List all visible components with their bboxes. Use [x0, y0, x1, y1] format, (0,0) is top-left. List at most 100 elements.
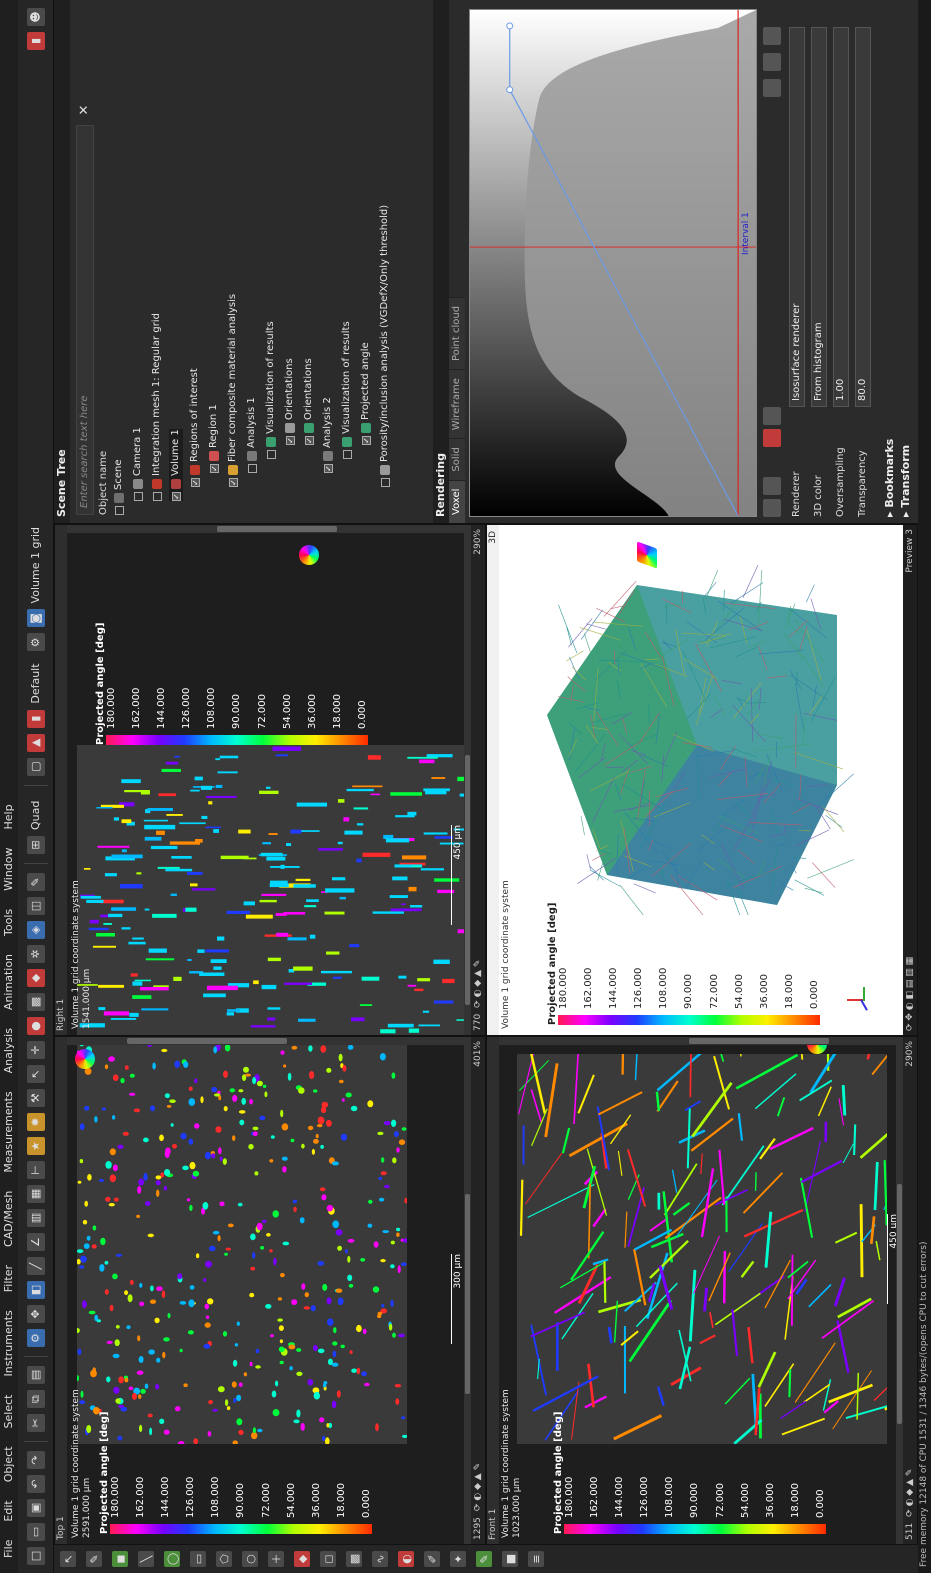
style-icon[interactable]: ▮	[26, 709, 45, 728]
magic-tool-icon[interactable]: ✦	[450, 1551, 466, 1567]
visibility-checkbox[interactable]: ✓	[209, 464, 219, 473]
tab-voxel[interactable]: Voxel	[449, 479, 465, 523]
tab-wireframe[interactable]: Wireframe	[449, 369, 465, 439]
style-label[interactable]: Default	[29, 663, 42, 704]
visibility-checkbox[interactable]	[152, 492, 162, 501]
tree-item[interactable]: ✓ Projected angle	[359, 342, 373, 445]
tree-item[interactable]: ✓ Analysis 2	[321, 397, 335, 473]
cut-icon[interactable]: ✂	[26, 1414, 45, 1432]
circle-tool-icon[interactable]: ○	[242, 1551, 258, 1567]
menu-animation[interactable]: Animation	[2, 953, 15, 1011]
tree-item[interactable]: ✓ Region 1	[207, 404, 221, 473]
zoom-level[interactable]: 290%	[905, 1041, 915, 1067]
poly-tool-icon[interactable]: ⬠	[216, 1551, 232, 1567]
pointer-icon[interactable]: ↖	[26, 1065, 45, 1083]
caliper-icon[interactable]: ⊢	[26, 1161, 45, 1179]
region-tool-icon[interactable]: ◼	[112, 1551, 128, 1567]
filter-icon[interactable]: ⚙	[26, 1329, 45, 1347]
visibility-checkbox[interactable]	[114, 506, 124, 515]
color-icon[interactable]: ◆	[26, 969, 45, 987]
menu-tools[interactable]: Tools	[2, 908, 15, 936]
tree-item[interactable]: ✓ Fiber composite material analysis	[226, 294, 240, 487]
viewport-right[interactable]: Right 1 Volume 1 grid coordinate system …	[54, 524, 486, 1036]
slice-tools[interactable]: ⟳ ◐ ◆ ▲ ✎	[905, 1468, 915, 1517]
zoom-in-icon[interactable]	[763, 429, 781, 447]
wrench-icon[interactable]: ⚙	[26, 633, 45, 652]
slice-tools[interactable]: ⟳ ◐ ◆ ▲ ✎	[473, 959, 483, 1008]
menu-edit[interactable]: Edit	[2, 1500, 15, 1522]
menu-window[interactable]: Window	[2, 847, 15, 891]
vertical-scrollbar[interactable]	[67, 1037, 471, 1045]
cad-icon[interactable]: ◧	[26, 1281, 45, 1299]
viewport-3d-preview[interactable]: 3D Volume 1 grid coordinate system Proje…	[486, 524, 918, 1036]
invert-tool-icon[interactable]: ◐	[398, 1551, 414, 1567]
visibility-checkbox[interactable]	[247, 464, 257, 473]
tree-item[interactable]: Visualization of results	[340, 321, 354, 459]
gear-icon[interactable]: ✲	[26, 945, 45, 963]
zoom-level[interactable]: 290%	[473, 529, 483, 555]
undo-icon[interactable]: ↶	[26, 1475, 45, 1493]
animation-icon[interactable]: ★	[26, 1137, 45, 1155]
tree-item[interactable]: Visualization of results	[264, 321, 278, 459]
slice-image[interactable]	[77, 1044, 407, 1444]
crosshair-icon[interactable]: ✛	[26, 1041, 45, 1059]
horizontal-scrollbar[interactable]	[896, 1045, 903, 1544]
visibility-checkbox[interactable]	[133, 492, 143, 501]
edit-tool-icon[interactable]: ✐	[424, 1551, 440, 1567]
slice-tools[interactable]: ⟳ ◐ ◆ ▲ ✎	[473, 1462, 483, 1512]
window-icon[interactable]: ▢	[26, 757, 45, 776]
pen-tool-icon[interactable]: ✎	[86, 1551, 102, 1567]
visibility-checkbox[interactable]: ✓	[228, 478, 238, 487]
save-icon[interactable]: ▣	[26, 1499, 45, 1517]
transform-section[interactable]: ▸ Transform	[899, 444, 912, 517]
visibility-checkbox[interactable]: ✓	[304, 436, 314, 445]
record-icon[interactable]: ●	[26, 1017, 45, 1035]
visibility-checkbox[interactable]: ✓	[323, 464, 333, 473]
rect-tool-icon[interactable]: ▭	[190, 1551, 206, 1567]
menu-measurements[interactable]: Measurements	[2, 1091, 15, 1173]
ruler-icon[interactable]: ╱	[26, 1257, 45, 1275]
triangle-icon[interactable]: ▲	[26, 733, 45, 752]
viewport-top[interactable]: Top 1 Volume 1 grid coordinate system 25…	[54, 1036, 486, 1545]
move-icon[interactable]: ✥	[26, 1305, 45, 1323]
light-icon[interactable]: ✸	[26, 1113, 45, 1131]
horizontal-scrollbar[interactable]	[464, 1045, 471, 1544]
film-strip-icon[interactable]	[763, 79, 781, 97]
preview-tools[interactable]: ⟳ ✥ ◐ ◧ ▤ ▥ ▦	[905, 956, 915, 1031]
transparency-input[interactable]: 80.0	[855, 27, 871, 407]
fill-tool-icon[interactable]: ▩	[346, 1551, 362, 1567]
histogram-icon[interactable]	[763, 27, 781, 45]
pointer-tool-icon[interactable]: ↖	[60, 1551, 76, 1567]
angle-icon[interactable]: ∠	[26, 1233, 45, 1251]
tree-item[interactable]: ✓ Volume 1	[169, 429, 183, 501]
close-icon[interactable]: ✕	[77, 104, 92, 116]
person-icon[interactable]: ☻	[26, 8, 45, 26]
render-mode-icon[interactable]	[763, 499, 781, 517]
palette-icon[interactable]: ◈	[26, 921, 45, 939]
paste-icon[interactable]: ▤	[26, 1366, 45, 1384]
lasso-tool-icon[interactable]: ◯	[164, 1551, 180, 1567]
histogram-editor[interactable]: Interval 1	[469, 9, 757, 517]
erase-tool-icon[interactable]: ◻	[320, 1551, 336, 1567]
3d-fiber-cube[interactable]	[527, 565, 857, 915]
oversampling-input[interactable]: 1.00	[833, 27, 849, 407]
slice-image[interactable]	[517, 1054, 887, 1444]
menu-select[interactable]: Select	[2, 1394, 15, 1429]
layout-label[interactable]: Quad	[29, 800, 42, 830]
layers-icon[interactable]: ◫	[26, 897, 45, 915]
quad-layout-icon[interactable]: ⊞	[26, 836, 45, 854]
menu-help[interactable]: Help	[2, 804, 15, 830]
smooth-tool-icon[interactable]: ∿	[372, 1551, 388, 1567]
visibility-checkbox[interactable]	[342, 450, 352, 459]
square-tool-icon[interactable]: ■	[502, 1551, 518, 1567]
tree-item[interactable]: Integration mesh 1: Regular grid	[150, 313, 164, 501]
grow-tool-icon[interactable]: ◆	[294, 1551, 310, 1567]
visibility-checkbox[interactable]: ✓	[285, 436, 295, 445]
tools-icon[interactable]: ⚒	[26, 1089, 45, 1107]
tree-item[interactable]: Analysis 1	[245, 397, 259, 473]
measure-icon[interactable]: ▥	[26, 1209, 45, 1227]
color-select[interactable]: From histogram	[811, 27, 827, 407]
menu-filter[interactable]: Filter	[2, 1264, 15, 1293]
paint-tool-icon[interactable]: ✎	[476, 1551, 492, 1567]
menu-analysis[interactable]: Analysis	[2, 1028, 15, 1074]
